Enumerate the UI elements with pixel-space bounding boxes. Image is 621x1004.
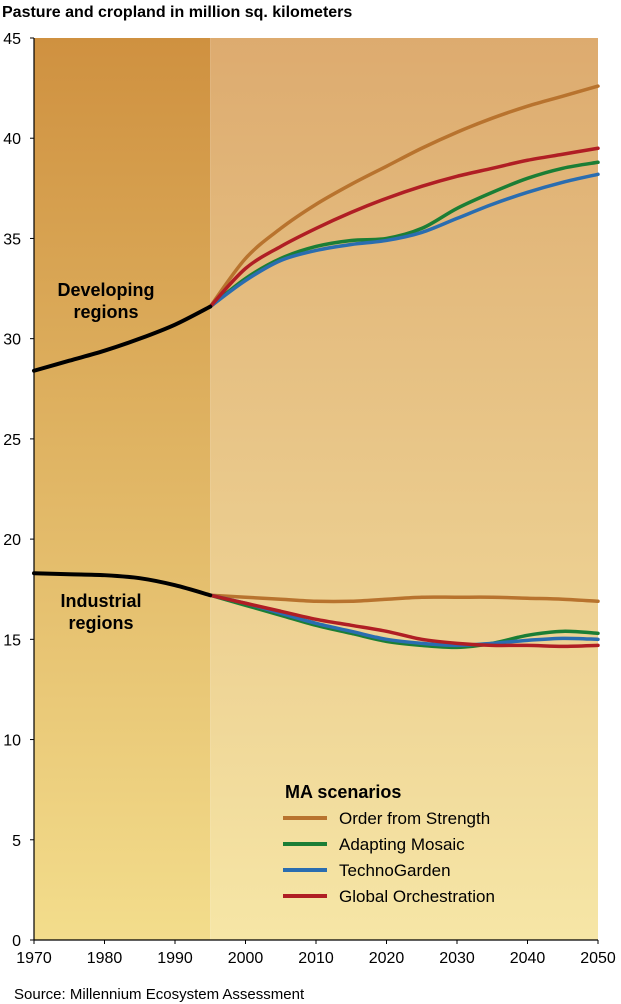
historical-period-background (34, 38, 211, 940)
line-technogarden-developing (208, 172, 600, 309)
legend-label-adapting-mosaic: Adapting Mosaic (339, 835, 465, 854)
x-tick-label: 1980 (87, 950, 123, 967)
line-global-orchestration-developing (208, 146, 600, 309)
x-tick-label: 2020 (369, 950, 405, 967)
y-tick-label: 35 (3, 231, 21, 248)
x-tick-label: 2010 (298, 950, 334, 967)
legend: MA scenarios Order from Strength Adapting… (283, 782, 495, 906)
line-order-from-strength-industrial (208, 593, 600, 604)
x-tick-label: 1990 (157, 950, 193, 967)
industrial-label-line-2: regions (68, 613, 133, 633)
x-tick-label: 2030 (439, 950, 475, 967)
line-global-orchestration-industrial (208, 593, 600, 649)
x-tick-label: 1970 (16, 950, 52, 967)
y-tick-label: 45 (3, 31, 21, 48)
y-tick-label: 40 (3, 131, 21, 148)
data-lines (32, 84, 600, 650)
region-label-developing: Developing regions (57, 280, 154, 322)
x-tick-label: 2000 (228, 950, 264, 967)
legend-label-technogarden: TechnoGarden (339, 861, 451, 880)
line-technogarden-industrial (208, 593, 600, 648)
legend-label-global-orchestration: Global Orchestration (339, 887, 495, 906)
line-adapting-mosaic-industrial (208, 593, 600, 650)
source-note: Source: Millennium Ecosystem Assessment (14, 986, 305, 1003)
x-tick-label: 2050 (580, 950, 616, 967)
line-order-from-strength-developing (208, 84, 600, 309)
y-tick-label: 5 (12, 833, 21, 850)
y-tick-label: 10 (3, 733, 21, 750)
legend-label-order-from-strength: Order from Strength (339, 809, 490, 828)
developing-label-line-2: regions (73, 302, 138, 322)
developing-label-line-1: Developing (57, 280, 154, 300)
y-tick-label: 0 (12, 933, 21, 950)
projection-period-background (210, 38, 598, 940)
line-adapting-mosaic-developing (208, 160, 600, 309)
region-label-industrial: Industrial regions (60, 591, 141, 633)
y-tick-label: 15 (3, 632, 21, 649)
legend-title: MA scenarios (285, 782, 401, 802)
historical-line-industrial (32, 571, 213, 598)
y-tick-label: 20 (3, 532, 21, 549)
axes: 0 5 10 15 20 25 30 35 40 45 1970 1980 1990 2000 2010 20… (3, 31, 616, 967)
industrial-label-line-1: Industrial (60, 591, 141, 611)
x-tick-label: 2040 (510, 950, 546, 967)
y-tick-label: 25 (3, 432, 21, 449)
historical-line-developing (32, 304, 213, 373)
chart-title: Pasture and cropland in million sq. kilo… (2, 4, 352, 21)
y-tick-label: 30 (3, 332, 21, 349)
